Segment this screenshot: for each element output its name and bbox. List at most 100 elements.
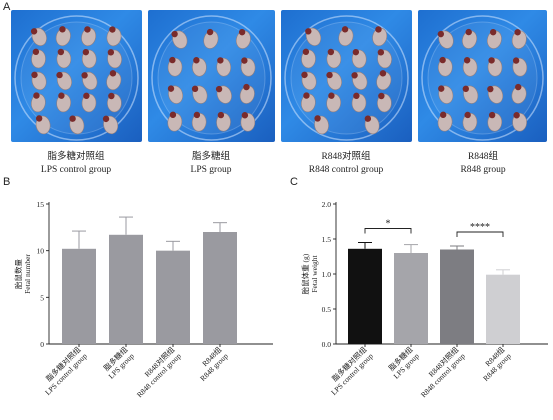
y-tick-label: 0.5 <box>322 305 332 314</box>
y-axis-label-en: Fetal weight <box>310 254 319 292</box>
petri-dish <box>151 15 272 141</box>
photo-lps <box>148 10 275 142</box>
fetus-body <box>239 85 255 104</box>
fetal-weight-bar <box>440 249 474 344</box>
photo-caption-cn: 脂多糖组 <box>191 152 230 162</box>
fetus-body <box>81 27 97 47</box>
fetus <box>338 26 354 47</box>
fetus-head <box>109 26 116 33</box>
fetus-head <box>102 115 110 123</box>
photo-lps-control <box>11 10 142 142</box>
fetus-head <box>438 85 445 92</box>
fetus-head <box>314 115 321 122</box>
photo-caption-en: LPS control group <box>40 165 112 175</box>
fetus-head <box>375 26 382 33</box>
fetus-body <box>167 112 183 132</box>
fetus <box>305 27 322 46</box>
fetal-number-bar <box>203 232 237 344</box>
fetus-head <box>33 92 40 99</box>
fetal-weight-bar <box>486 274 520 344</box>
fetus-head <box>171 30 178 38</box>
fetus <box>56 92 71 113</box>
fetus <box>81 92 97 113</box>
significance-bracket <box>364 228 412 234</box>
fetus-head <box>107 49 115 56</box>
fetus <box>240 57 256 77</box>
fetus-head <box>83 92 90 100</box>
fetus-head <box>488 57 495 64</box>
fetus <box>81 26 97 47</box>
fetal-number-bar <box>109 234 143 344</box>
petri-dish-rim <box>290 21 403 135</box>
fetus-body <box>338 27 354 47</box>
fetus-head <box>327 48 335 56</box>
fetus <box>512 57 528 77</box>
fetus <box>437 56 453 77</box>
fetus <box>351 48 367 69</box>
fetus-head <box>108 92 115 100</box>
fetus-head <box>241 112 249 119</box>
fetus <box>301 71 317 91</box>
fetus-head <box>515 83 522 91</box>
fetus-head <box>69 115 76 122</box>
fetus <box>30 92 46 113</box>
fetus <box>376 70 392 91</box>
significance-label: **** <box>470 222 490 233</box>
fetus-head <box>191 85 199 93</box>
fetal-number-bar <box>156 250 190 344</box>
fetus-head <box>487 85 494 93</box>
fetus <box>377 92 392 113</box>
y-axis-label-cn: 胎鼠体重 (g) <box>300 253 310 294</box>
fetus-body <box>300 93 316 113</box>
x-tick-label: R848对照组R848 control group <box>412 344 467 399</box>
fetus-head <box>352 48 360 56</box>
fetus-head <box>35 115 43 122</box>
fetus <box>102 115 119 135</box>
fetus <box>191 111 207 132</box>
fetus-head <box>462 85 469 93</box>
fetal-weight-bar <box>348 248 382 344</box>
panel-label-b: B <box>3 176 11 188</box>
fetus-head <box>31 71 38 79</box>
fetus <box>171 30 188 49</box>
photo-caption-en: R848 control group <box>308 165 384 175</box>
fetus-head <box>109 70 117 77</box>
fetus-body <box>203 30 219 49</box>
fetus-head <box>378 92 385 100</box>
fetal-number-bar <box>62 248 96 344</box>
fetus <box>106 26 122 47</box>
fetus <box>351 92 367 113</box>
fetus <box>81 48 97 69</box>
fetus <box>30 27 47 46</box>
fetus-body <box>372 27 388 47</box>
fetus-head <box>341 26 349 33</box>
petri-dish <box>421 15 544 141</box>
fetus-head <box>512 57 520 64</box>
fetus <box>487 57 503 77</box>
x-tick-label: R848组R848 group <box>474 344 513 383</box>
fetus-body <box>376 71 392 91</box>
y-tick-label: 2.0 <box>322 200 332 209</box>
fetus <box>437 111 453 132</box>
fetus <box>462 85 479 104</box>
photo-caption-1: 脂多糖对照组 LPS control group <box>11 151 141 177</box>
fetus-body <box>235 30 251 49</box>
fetus-body <box>437 112 453 132</box>
fetus <box>215 85 232 104</box>
fetus <box>351 71 368 90</box>
fetus-head <box>58 92 65 99</box>
fetus-head <box>30 28 38 35</box>
y-tick-label: 15 <box>37 200 45 209</box>
fetus <box>192 57 207 77</box>
fetal-weight-chart: 0.0 0.5 1.0 1.5 2.0 胎鼠体重 (g)Fetal weight 脂多糖对照… <box>300 200 548 399</box>
y-axis-label: 胎鼠数量Fetal number <box>13 254 32 294</box>
fetus <box>31 71 47 91</box>
photo-r848-control <box>281 10 412 142</box>
fetus <box>462 28 478 49</box>
fetus-head <box>328 92 335 99</box>
fetus-head <box>488 111 496 119</box>
photo-caption-cn: R848对照组 <box>321 152 371 162</box>
fetus-head <box>59 26 66 33</box>
y-tick-label: 1.5 <box>322 235 332 244</box>
fetus-head <box>193 111 201 119</box>
